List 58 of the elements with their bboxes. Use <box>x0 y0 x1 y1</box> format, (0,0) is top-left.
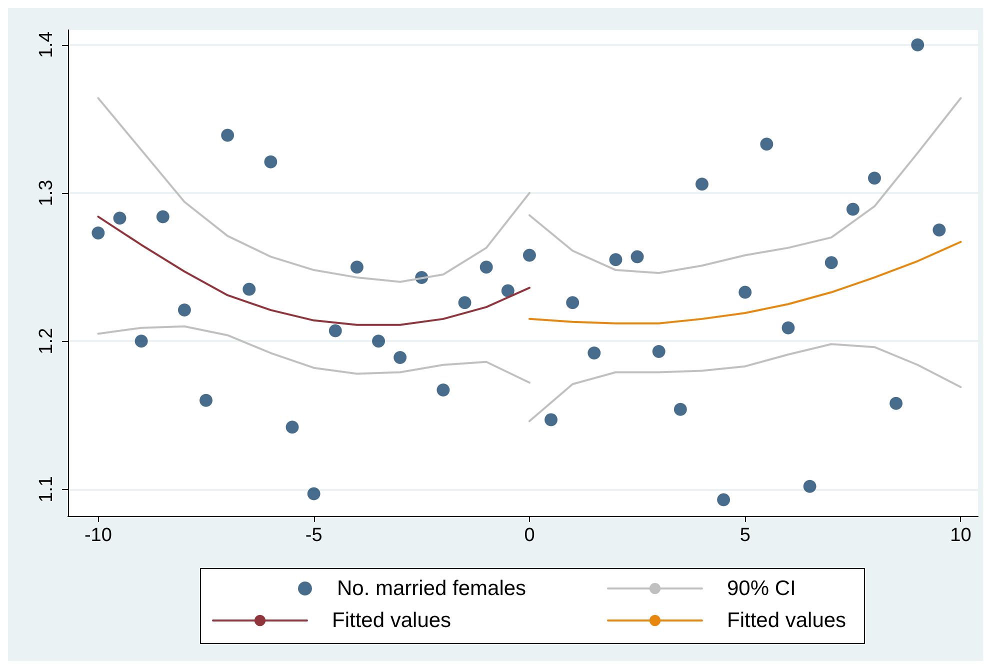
point <box>738 286 752 299</box>
point <box>824 256 838 270</box>
line-series <box>528 240 962 324</box>
legend-label: Fitted values <box>332 609 452 632</box>
point <box>782 321 795 334</box>
point <box>286 420 299 434</box>
point <box>156 210 170 224</box>
x-tick-label: 10 <box>950 525 972 546</box>
point <box>652 345 666 358</box>
point <box>803 480 816 493</box>
point <box>760 138 774 151</box>
legend-label: Fitted values <box>727 609 846 632</box>
y-tick-label: 1.3 <box>36 180 57 206</box>
x-tick-label: 0 <box>524 525 535 546</box>
line-series <box>528 343 962 422</box>
point <box>221 128 234 142</box>
point <box>307 487 320 500</box>
y-tick-label: 1.1 <box>36 476 57 503</box>
point <box>92 226 105 240</box>
point <box>458 296 472 310</box>
point <box>480 260 493 274</box>
point <box>609 253 622 266</box>
point <box>588 346 601 360</box>
x-tick-label: 5 <box>740 525 750 546</box>
line-series <box>97 97 530 283</box>
y-tick-label: 1.2 <box>36 328 57 354</box>
point <box>328 324 342 338</box>
point <box>911 38 924 52</box>
point <box>717 493 730 506</box>
point <box>501 284 514 298</box>
point <box>695 178 708 191</box>
point <box>544 413 558 426</box>
point <box>932 224 946 237</box>
y-tick-label: 1.4 <box>36 31 57 58</box>
point <box>264 155 278 168</box>
x-tick-label: -5 <box>305 525 322 546</box>
point <box>436 384 450 397</box>
point <box>566 296 580 310</box>
x-tick-label: -10 <box>84 525 112 546</box>
point <box>674 402 687 416</box>
point <box>242 282 256 296</box>
point <box>178 304 191 317</box>
point <box>868 172 881 185</box>
line-series <box>97 216 530 326</box>
point <box>890 396 903 410</box>
legend-label: 90% CI <box>727 577 796 600</box>
line-series <box>528 97 962 274</box>
legend-label: No. married females <box>337 577 526 600</box>
point <box>522 248 536 262</box>
point <box>113 212 126 225</box>
point <box>372 334 386 348</box>
point <box>846 202 860 216</box>
point <box>200 394 213 407</box>
point <box>134 334 148 348</box>
point <box>394 350 407 364</box>
point <box>630 250 644 264</box>
line-series <box>97 325 530 384</box>
point <box>350 260 364 274</box>
